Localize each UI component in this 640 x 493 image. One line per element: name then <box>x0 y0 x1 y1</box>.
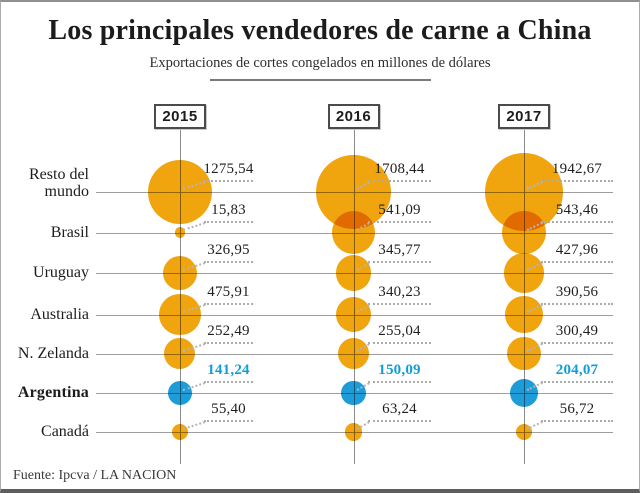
value-label-2016-uruguay: 345,77 <box>378 242 421 258</box>
leader-line-2016-canada <box>368 420 431 422</box>
value-label-2015-resto-del-mundo: 1275,54 <box>203 161 254 177</box>
bubble-2015-argentina <box>167 380 193 406</box>
leader-line-2017-canada <box>541 420 613 422</box>
value-label-2016-resto-del-mundo: 1708,44 <box>374 161 425 177</box>
leader-diagonal-2015-canada <box>182 421 206 430</box>
row-label-resto-del-mundo: Resto del mundo <box>29 166 89 200</box>
source-credit: Fuente: Ipcva / LA NACION <box>13 468 177 483</box>
leader-line-2016-uruguay <box>368 261 431 263</box>
leader-line-2016-n-zelanda <box>368 341 431 344</box>
value-label-2016-brasil: 541,09 <box>378 201 421 218</box>
value-label-2015-canada: 55,40 <box>211 401 246 417</box>
leader-line-2017-uruguay <box>541 261 613 263</box>
value-label-2017-brasil: 543,46 <box>555 201 599 218</box>
bubble-2017-uruguay <box>504 253 544 293</box>
value-label-2015-brasil: 15,83 <box>211 201 246 218</box>
value-label-2017-australia: 390,56 <box>555 283 599 300</box>
value-label-2015-argentina: 141,24 <box>207 362 250 378</box>
row-label-uruguay: Uruguay <box>33 264 89 281</box>
year-header-2015: 2015 <box>154 104 206 129</box>
leader-line-2015-uruguay <box>204 261 253 263</box>
leader-line-2015-australia <box>204 302 253 305</box>
leader-line-2016-australia <box>368 302 431 305</box>
leader-line-2016-argentina <box>368 381 431 383</box>
value-label-2017-canada: 56,72 <box>559 401 595 417</box>
value-label-2017-uruguay: 427,96 <box>555 242 599 258</box>
bubble-2016-argentina <box>341 380 366 406</box>
value-label-2016-argentina: 150,09 <box>378 362 421 378</box>
bubble-2017-canada <box>515 423 533 441</box>
leader-line-2015-argentina <box>204 381 253 383</box>
leader-line-2015-canada <box>204 420 253 422</box>
bubble-2016-uruguay <box>335 255 372 291</box>
leader-line-2017-n-zelanda <box>541 341 613 344</box>
year-header-2017: 2017 <box>498 104 550 129</box>
value-label-2015-n-zelanda: 252,49 <box>207 322 250 339</box>
leader-line-2015-n-zelanda <box>204 341 253 344</box>
row-label-argentina: Argentina <box>17 384 89 401</box>
value-label-2016-canada: 63,24 <box>382 401 417 417</box>
bubble-2015-australia <box>159 293 201 336</box>
leader-line-2017-australia <box>541 302 613 305</box>
value-label-2016-australia: 340,23 <box>378 283 421 300</box>
bubble-2017-n-zelanda <box>507 336 541 371</box>
value-label-2017-resto-del-mundo: 1942,67 <box>551 161 603 177</box>
leader-line-2017-argentina <box>541 381 613 383</box>
leader-line-2015-resto-del-mundo <box>204 180 253 182</box>
value-label-2015-uruguay: 326,95 <box>207 242 250 258</box>
row-label-brasil: Brasil <box>50 223 89 241</box>
leader-line-2017-brasil <box>541 220 613 223</box>
row-label-canada: Canadá <box>41 423 89 440</box>
leader-line-2016-resto-del-mundo <box>368 180 431 182</box>
row-label-australia: Australia <box>30 305 89 323</box>
bubble-2015-n-zelanda <box>164 337 196 369</box>
row-label-n-zelanda: N. Zelanda <box>17 344 89 362</box>
leader-line-2015-brasil <box>204 220 253 223</box>
page-subtitle: Exportaciones de cortes congelados en mi… <box>149 55 491 71</box>
bubble-2015-uruguay <box>162 255 198 291</box>
bubble-2016-brasil <box>331 210 376 255</box>
bubble-2015-canada <box>171 423 189 441</box>
header-divider <box>210 79 431 81</box>
value-label-2017-argentina: 204,07 <box>555 362 599 378</box>
page-title: Los principales vendedores de carne a Ch… <box>48 15 592 46</box>
bubble-2017-brasil <box>502 210 546 255</box>
bubble-2016-canada <box>344 423 363 441</box>
leader-line-2017-resto-del-mundo <box>541 180 613 182</box>
bubble-2015-resto-del-mundo <box>147 159 213 225</box>
bubble-2016-n-zelanda <box>337 337 370 370</box>
value-label-2016-n-zelanda: 255,04 <box>378 322 421 339</box>
bubble-2017-australia <box>505 295 543 334</box>
year-header-2016: 2016 <box>327 104 380 129</box>
value-label-2015-australia: 475,91 <box>207 283 250 300</box>
bubble-2015-brasil <box>174 227 186 238</box>
bubble-2017-argentina <box>509 378 539 408</box>
bubble-2016-australia <box>335 296 372 333</box>
value-label-2017-n-zelanda: 300,49 <box>555 322 599 339</box>
leader-line-2016-brasil <box>368 220 431 223</box>
column-line-2016 <box>353 129 355 464</box>
